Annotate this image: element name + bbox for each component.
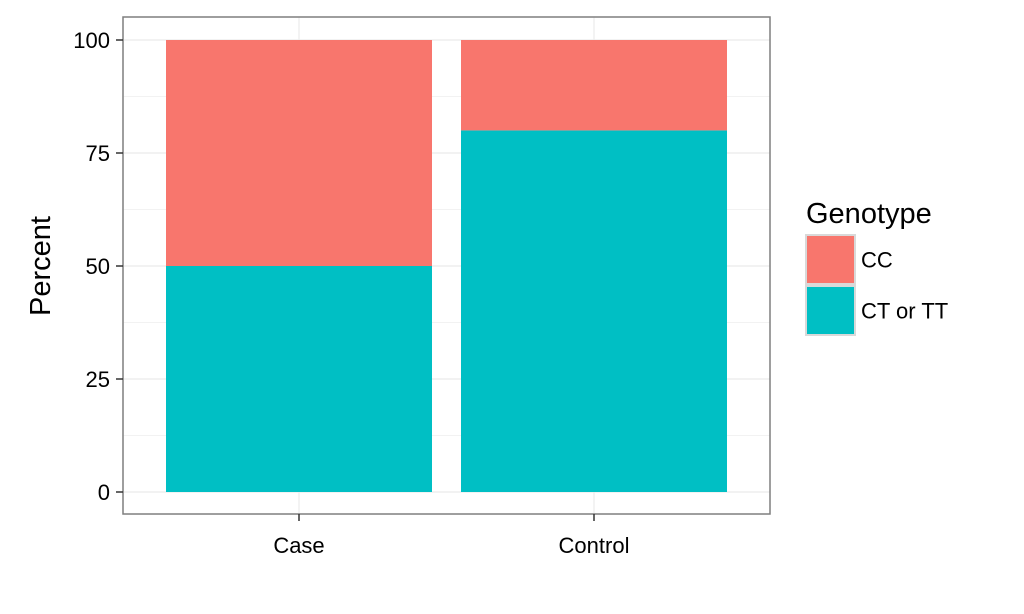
x-tick-label: Control bbox=[559, 533, 630, 558]
y-axis-title: Percent bbox=[25, 216, 57, 316]
legend-label-ct-or-tt: CT or TT bbox=[861, 299, 948, 324]
y-tick-label: 75 bbox=[86, 141, 110, 166]
legend-label-cc: CC bbox=[861, 248, 893, 273]
legend: Genotype CC CT or TT bbox=[805, 198, 948, 336]
legend-key-ct-or-tt bbox=[805, 285, 856, 336]
y-tick-label: 0 bbox=[98, 480, 110, 505]
bar-case-cc bbox=[166, 40, 432, 266]
bar-control-cc bbox=[461, 40, 727, 131]
legend-key-cc bbox=[805, 234, 856, 285]
bars bbox=[166, 40, 727, 492]
y-tick-label: 50 bbox=[86, 254, 110, 279]
bar-control-ct-or-tt bbox=[461, 130, 727, 492]
legend-title: Genotype bbox=[806, 198, 932, 230]
legend-items: CC CT or TT bbox=[805, 234, 948, 336]
axes: 0 25 50 75 100 Case Control bbox=[73, 28, 629, 558]
x-tick-label: Case bbox=[273, 533, 324, 558]
bar-case-ct-or-tt bbox=[166, 266, 432, 492]
y-tick-label: 100 bbox=[73, 28, 110, 53]
y-tick-label: 25 bbox=[86, 367, 110, 392]
